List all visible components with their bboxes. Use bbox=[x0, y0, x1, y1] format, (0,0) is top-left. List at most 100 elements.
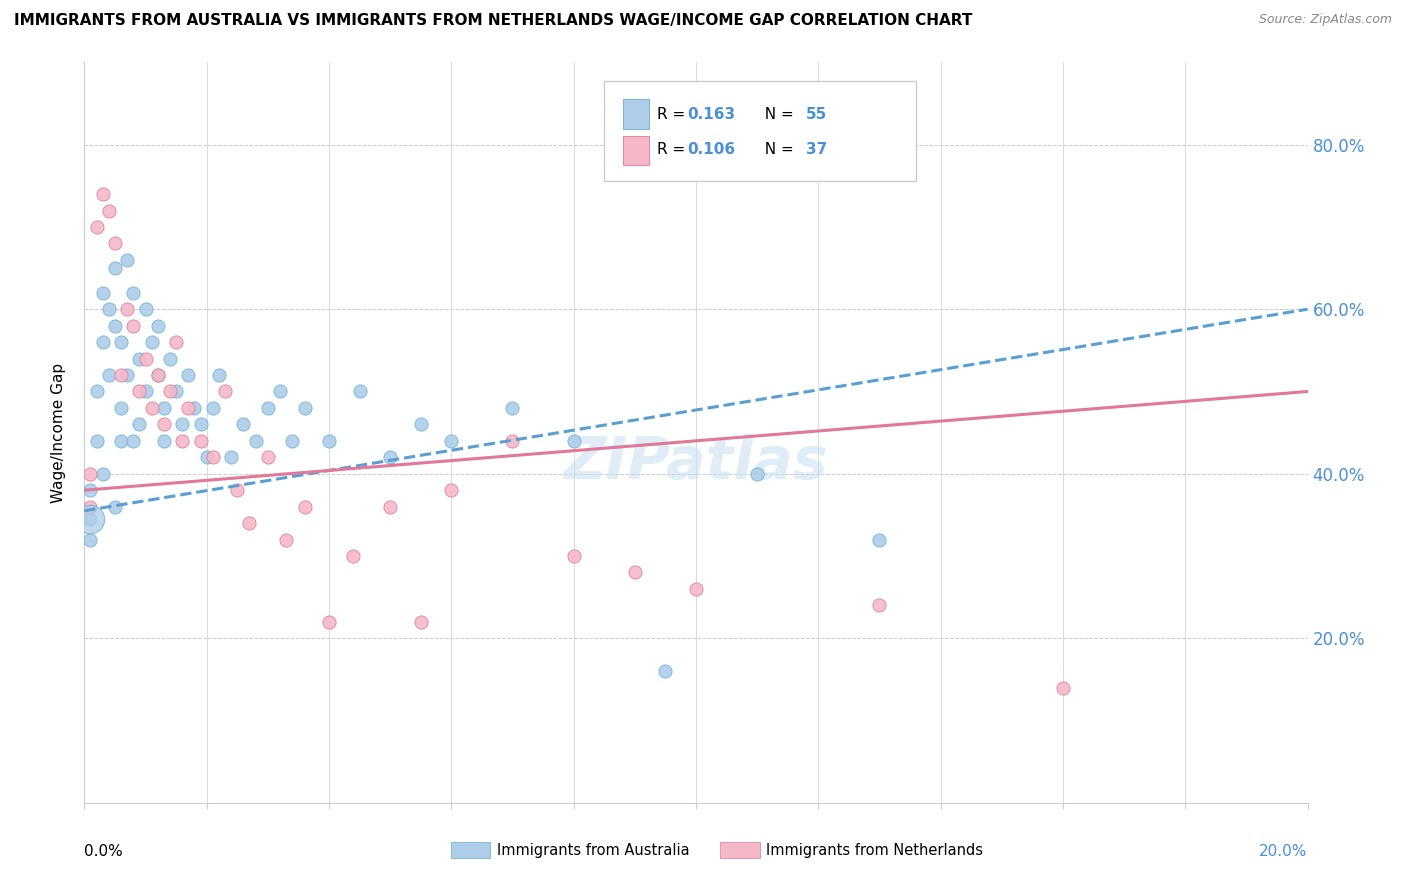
Text: Immigrants from Australia: Immigrants from Australia bbox=[496, 843, 689, 858]
Point bbox=[79, 500, 101, 514]
Point bbox=[502, 401, 524, 415]
Point bbox=[869, 533, 891, 547]
Point bbox=[165, 335, 187, 350]
Point bbox=[110, 434, 132, 448]
Point bbox=[294, 401, 316, 415]
Point bbox=[685, 582, 707, 596]
Point bbox=[104, 500, 127, 514]
Point bbox=[276, 533, 298, 547]
Point bbox=[869, 599, 891, 613]
Text: 0.106: 0.106 bbox=[688, 143, 735, 157]
Text: N =: N = bbox=[755, 107, 799, 122]
Point bbox=[79, 483, 101, 498]
Point bbox=[1052, 681, 1074, 695]
Point bbox=[97, 302, 120, 317]
Point bbox=[226, 483, 249, 498]
Point bbox=[128, 384, 150, 399]
Point bbox=[135, 384, 157, 399]
Bar bbox=[623, 136, 650, 165]
Bar bbox=[623, 99, 650, 129]
Point bbox=[409, 615, 432, 629]
Y-axis label: Wage/Income Gap: Wage/Income Gap bbox=[51, 362, 66, 503]
Text: N =: N = bbox=[755, 143, 799, 157]
Point bbox=[146, 368, 169, 382]
Point bbox=[122, 285, 145, 300]
Point bbox=[190, 417, 212, 432]
FancyBboxPatch shape bbox=[605, 81, 917, 181]
Point bbox=[104, 236, 127, 251]
Bar bbox=[720, 842, 759, 858]
Point bbox=[135, 302, 157, 317]
Text: Source: ZipAtlas.com: Source: ZipAtlas.com bbox=[1258, 13, 1392, 27]
Point bbox=[97, 368, 120, 382]
Point bbox=[104, 318, 127, 333]
Point bbox=[115, 302, 138, 317]
Text: IMMIGRANTS FROM AUSTRALIA VS IMMIGRANTS FROM NETHERLANDS WAGE/INCOME GAP CORRELA: IMMIGRANTS FROM AUSTRALIA VS IMMIGRANTS … bbox=[14, 13, 973, 29]
Text: 20.0%: 20.0% bbox=[1260, 844, 1308, 858]
Point bbox=[342, 549, 364, 563]
Point bbox=[380, 500, 402, 514]
Text: 0.163: 0.163 bbox=[688, 107, 735, 122]
Point bbox=[91, 335, 114, 350]
Text: ZIPatlas: ZIPatlas bbox=[564, 434, 828, 491]
Point bbox=[747, 467, 769, 481]
Point bbox=[624, 566, 647, 580]
Point bbox=[172, 434, 194, 448]
Point bbox=[208, 368, 231, 382]
Point bbox=[409, 417, 432, 432]
Point bbox=[159, 384, 181, 399]
Point bbox=[86, 219, 108, 234]
Point bbox=[502, 434, 524, 448]
Point bbox=[214, 384, 236, 399]
Point bbox=[269, 384, 291, 399]
Point bbox=[141, 401, 163, 415]
Bar bbox=[451, 842, 491, 858]
Point bbox=[257, 401, 280, 415]
Point bbox=[201, 401, 224, 415]
Point bbox=[245, 434, 267, 448]
Point bbox=[122, 434, 145, 448]
Point bbox=[91, 285, 114, 300]
Point bbox=[440, 434, 463, 448]
Point bbox=[128, 351, 150, 366]
Point bbox=[79, 512, 101, 526]
Point bbox=[115, 252, 138, 267]
Point bbox=[232, 417, 254, 432]
Point bbox=[183, 401, 205, 415]
Point bbox=[281, 434, 304, 448]
Text: R =: R = bbox=[657, 107, 690, 122]
Point bbox=[128, 417, 150, 432]
Point bbox=[110, 401, 132, 415]
Point bbox=[654, 664, 676, 678]
Point bbox=[440, 483, 463, 498]
Text: Immigrants from Netherlands: Immigrants from Netherlands bbox=[766, 843, 983, 858]
Point bbox=[177, 401, 200, 415]
Point bbox=[86, 384, 108, 399]
Point bbox=[153, 401, 176, 415]
Point bbox=[153, 417, 176, 432]
Text: 0.0%: 0.0% bbox=[84, 844, 124, 858]
Point bbox=[219, 450, 242, 465]
Point bbox=[104, 261, 127, 276]
Point bbox=[79, 512, 101, 526]
Point bbox=[110, 335, 132, 350]
Text: 55: 55 bbox=[806, 107, 827, 122]
Point bbox=[86, 434, 108, 448]
Point bbox=[349, 384, 371, 399]
Point bbox=[91, 467, 114, 481]
Point bbox=[146, 318, 169, 333]
Point bbox=[141, 335, 163, 350]
Text: R =: R = bbox=[657, 143, 690, 157]
Point bbox=[238, 516, 260, 530]
Point bbox=[294, 500, 316, 514]
Point bbox=[110, 368, 132, 382]
Point bbox=[159, 351, 181, 366]
Point bbox=[257, 450, 280, 465]
Point bbox=[195, 450, 218, 465]
Point bbox=[122, 318, 145, 333]
Point bbox=[153, 434, 176, 448]
Point bbox=[79, 533, 101, 547]
Text: 37: 37 bbox=[806, 143, 827, 157]
Point bbox=[318, 434, 340, 448]
Point bbox=[562, 434, 585, 448]
